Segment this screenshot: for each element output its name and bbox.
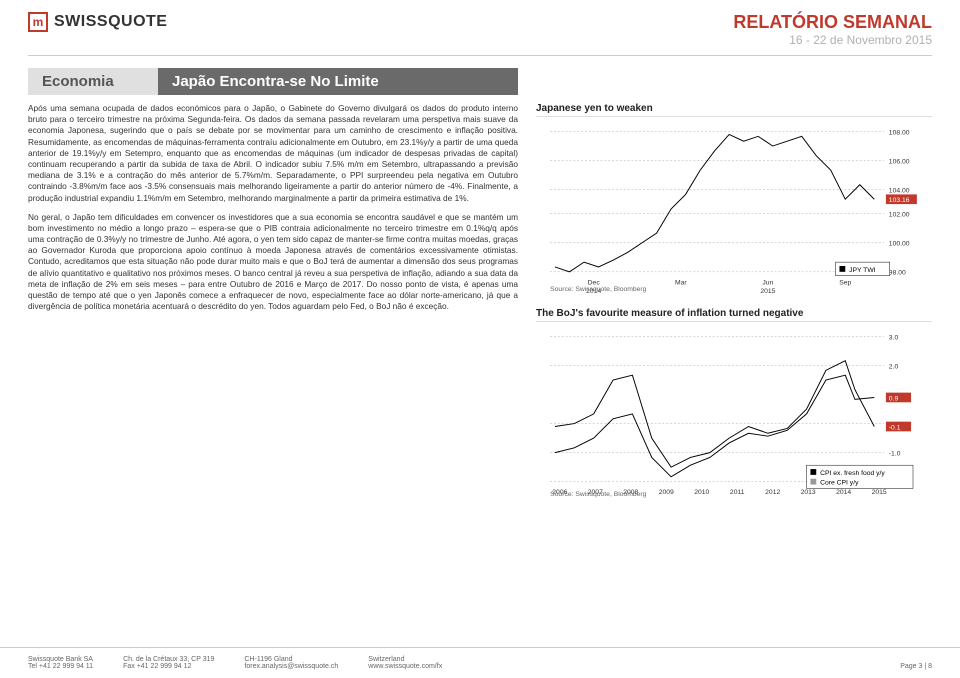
svg-text:106.00: 106.00 xyxy=(889,158,910,165)
svg-text:103.16: 103.16 xyxy=(889,197,910,204)
footer-tel: Tel +41 22 999 94 11 xyxy=(28,663,93,670)
divider xyxy=(28,55,932,56)
svg-text:98.00: 98.00 xyxy=(889,270,906,277)
svg-text:108.00: 108.00 xyxy=(889,129,910,136)
footer-city: CH-1196 Gland xyxy=(244,656,338,663)
svg-text:-0.1: -0.1 xyxy=(889,424,901,431)
chart2-legend-swatch1 xyxy=(810,469,816,475)
svg-text:104.00: 104.00 xyxy=(889,187,910,194)
svg-text:2011: 2011 xyxy=(730,489,745,496)
chart-1: Japanese yen to weaken 108.00 106.00 104.0… xyxy=(536,103,932,296)
svg-text:2014: 2014 xyxy=(836,489,851,496)
svg-text:2015: 2015 xyxy=(760,288,775,295)
footer-bank: Swissquote Bank SA xyxy=(28,656,93,663)
chart2-legend-swatch2 xyxy=(810,479,816,485)
footer-address: Ch. de la Crétaux 33, CP 319 xyxy=(123,656,214,663)
chart2-legend-text2: Core CPI y/y xyxy=(820,480,859,487)
svg-text:100.00: 100.00 xyxy=(889,241,910,248)
paragraph-1: Após uma semana ocupada de dados económi… xyxy=(28,103,518,204)
chart1-source: Source: Swissquote, Bloomberg xyxy=(550,286,647,293)
chart2-legend-text1: CPI ex. fresh food y/y xyxy=(820,470,885,477)
svg-text:2013: 2013 xyxy=(801,489,816,496)
section-title: Japão Encontra-se No Limite xyxy=(158,68,518,95)
chart2-source: Source: Swissquote, Bloomberg xyxy=(550,491,647,498)
svg-text:3.0: 3.0 xyxy=(889,334,899,341)
page-number: Page 3 | 8 xyxy=(900,663,932,670)
brand-name: SWISSQUOTE xyxy=(54,13,167,31)
chart1-svg: 108.00 106.00 104.00 102.00 100.00 98.00 103.… xyxy=(536,117,932,296)
svg-text:Sep: Sep xyxy=(839,279,851,286)
section-category: Economia xyxy=(28,68,158,95)
page-footer: Swissquote Bank SA Tel +41 22 999 94 11 … xyxy=(0,647,960,678)
chart2-svg: 3.02.0-1.0-2.0 0.9-0.1 20062007200820092… xyxy=(536,322,932,501)
svg-text:102.00: 102.00 xyxy=(889,212,910,219)
chart2-line2 xyxy=(555,375,874,477)
logo-icon: m xyxy=(28,12,48,32)
svg-text:Jun: Jun xyxy=(762,279,773,286)
chart1-line xyxy=(555,134,874,271)
chart1-legend-swatch xyxy=(839,266,845,272)
section-header: Economia Japão Encontra-se No Limite xyxy=(28,68,932,95)
chart-2: The BoJ's favourite measure of inflation… xyxy=(536,308,932,501)
paragraph-2: No geral, o Japão tem dificuldades em co… xyxy=(28,212,518,313)
footer-country: Switzerland xyxy=(368,656,442,663)
chart1-title: Japanese yen to weaken xyxy=(536,103,932,114)
article-body: Após uma semana ocupada de dados económi… xyxy=(28,103,518,501)
chart2-line1 xyxy=(555,361,874,467)
footer-url: www.swissquote.com/fx xyxy=(368,663,442,670)
svg-text:2009: 2009 xyxy=(659,489,674,496)
svg-text:Mar: Mar xyxy=(675,279,687,286)
chart1-legend-text: JPY TWI xyxy=(849,267,876,274)
report-header: RELATÓRIO SEMANAL 16 - 22 de Novembro 20… xyxy=(733,12,932,47)
svg-text:2012: 2012 xyxy=(765,489,780,496)
footer-email: forex.analysis@swissquote.ch xyxy=(244,663,338,670)
report-date: 16 - 22 de Novembro 2015 xyxy=(733,33,932,47)
report-title: RELATÓRIO SEMANAL xyxy=(733,12,932,33)
svg-text:0.9: 0.9 xyxy=(889,395,899,402)
svg-text:2010: 2010 xyxy=(694,489,709,496)
svg-text:2.0: 2.0 xyxy=(889,363,899,370)
svg-text:-1.0: -1.0 xyxy=(889,451,901,458)
footer-fax: Fax +41 22 999 94 12 xyxy=(123,663,214,670)
brand-logo: m SWISSQUOTE xyxy=(28,12,167,32)
svg-text:2015: 2015 xyxy=(872,489,887,496)
chart2-title: The BoJ's favourite measure of inflation… xyxy=(536,308,932,319)
